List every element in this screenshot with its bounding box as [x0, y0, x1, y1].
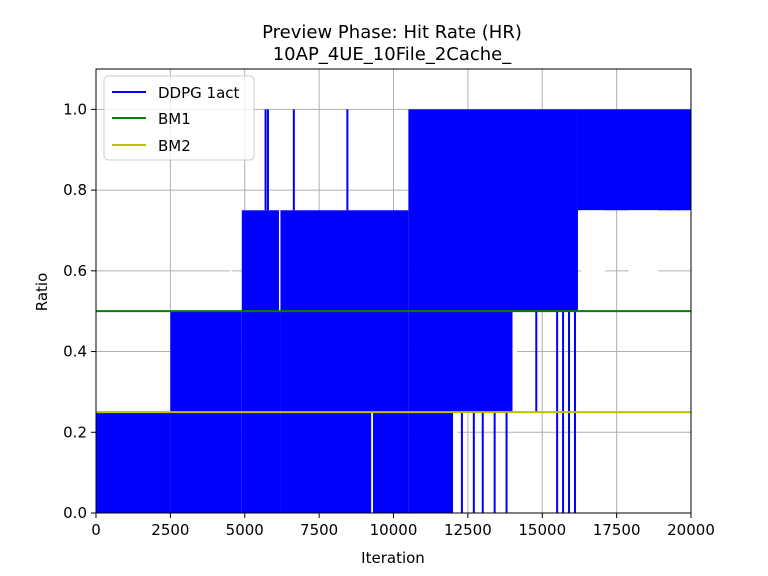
y-axis-label: Ratio [33, 273, 51, 312]
y-tick-label: 1.0 [63, 100, 87, 118]
legend-label-bm2: BM2 [158, 137, 191, 155]
y-tick-label: 0.0 [63, 504, 87, 522]
y-tick-label: 0.4 [63, 343, 87, 361]
ddpg-gap [512, 311, 517, 413]
y-tick-label: 0.2 [63, 423, 87, 441]
legend-box [103, 75, 255, 161]
ddpg-gap [278, 210, 281, 312]
ddpg-band [577, 109, 691, 211]
series-group [96, 109, 691, 513]
ddpg-band [512, 109, 578, 312]
x-axis-label: Iteration [361, 549, 425, 567]
legend-label-ddpg: DDPG 1act [158, 84, 240, 102]
ddpg-band [241, 210, 281, 513]
ddpg-band [280, 210, 409, 513]
x-tick-label: 7500 [300, 521, 338, 539]
ddpg-gap [229, 210, 232, 312]
x-tick-label: 15000 [518, 521, 566, 539]
ddpg-gap [453, 412, 458, 513]
x-tick-label: 0 [91, 521, 101, 539]
ddpg-band [96, 412, 171, 513]
y-tick-label: 0.6 [63, 262, 87, 280]
x-tick-label: 10000 [370, 521, 418, 539]
legend: DDPG 1act BM1 BM2 [103, 75, 255, 161]
x-tick-label: 20000 [667, 521, 715, 539]
ddpg-gap [580, 210, 605, 312]
x-tick-label: 12500 [444, 521, 492, 539]
legend-label-bm1: BM1 [158, 110, 191, 128]
x-tick-label: 2500 [151, 521, 189, 539]
ddpg-gap [628, 210, 659, 312]
chart-subtitle: 10AP_4UE_10File_2Cache_ [273, 44, 513, 65]
y-tick-label: 0.8 [63, 181, 87, 199]
x-tick-label: 5000 [226, 521, 264, 539]
ddpg-gap [371, 412, 373, 513]
chart-title: Preview Phase: Hit Rate (HR) [262, 22, 522, 43]
ddpg-band [453, 109, 513, 413]
plot-area: 0 2500 5000 7500 10000 12500 15000 17500 20000 0.… [63, 68, 715, 539]
x-tick-label: 17500 [593, 521, 641, 539]
